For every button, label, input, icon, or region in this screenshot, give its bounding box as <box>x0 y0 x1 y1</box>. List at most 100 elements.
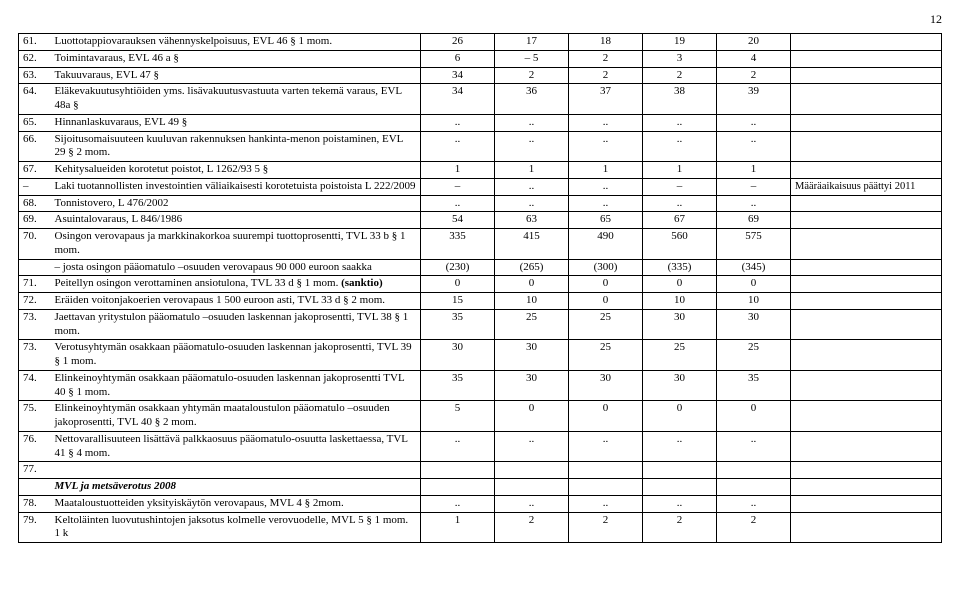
value-cell: 26 <box>421 34 495 51</box>
row-description: Elinkeinoyhtymän osakkaan yhtymän maatal… <box>51 401 421 432</box>
row-number: 68. <box>19 195 51 212</box>
value-cell: 2 <box>569 50 643 67</box>
value-cell: .. <box>495 431 569 462</box>
table-row: 66.Sijoitusomaisuuteen kuuluvan rakennuk… <box>19 131 942 162</box>
value-cell: .. <box>717 195 791 212</box>
value-cell: .. <box>643 195 717 212</box>
value-cell <box>717 462 791 479</box>
value-cell <box>569 462 643 479</box>
row-note <box>791 84 942 115</box>
row-note <box>791 114 942 131</box>
value-cell: 17 <box>495 34 569 51</box>
row-description: Eläkevakuutusyhtiöiden yms. lisävakuutus… <box>51 84 421 115</box>
value-cell: 36 <box>495 84 569 115</box>
table-row: 64.Eläkevakuutusyhtiöiden yms. lisävakuu… <box>19 84 942 115</box>
row-number: 79. <box>19 512 51 543</box>
row-note <box>791 293 942 310</box>
row-number: 64. <box>19 84 51 115</box>
row-description: Luottotappiovarauksen vähennyskelpoisuus… <box>51 34 421 51</box>
data-table: 61.Luottotappiovarauksen vähennyskelpois… <box>18 33 942 543</box>
row-number: 69. <box>19 212 51 229</box>
value-cell: .. <box>569 431 643 462</box>
value-cell: – <box>717 178 791 195</box>
row-note <box>791 195 942 212</box>
table-row: 67.Kehitysalueiden korotetut poistot, L … <box>19 162 942 179</box>
value-cell <box>643 462 717 479</box>
row-note <box>791 259 942 276</box>
value-cell: 35 <box>421 309 495 340</box>
table-row: –Laki tuotannollisten investointien väli… <box>19 178 942 195</box>
value-cell: (265) <box>495 259 569 276</box>
table-row: 73.Jaettavan yritystulon pääomatulo –osu… <box>19 309 942 340</box>
value-cell: 2 <box>717 67 791 84</box>
value-cell: (345) <box>717 259 791 276</box>
row-description: Elinkeinoyhtymän osakkaan pääomatulo-osu… <box>51 370 421 401</box>
value-cell: 54 <box>421 212 495 229</box>
row-number: 77. <box>19 462 51 479</box>
value-cell: 490 <box>569 229 643 260</box>
table-row: 62.Toimintavaraus, EVL 46 a §6– 5234 <box>19 50 942 67</box>
value-cell: 35 <box>717 370 791 401</box>
value-cell: 34 <box>421 67 495 84</box>
row-number: 70. <box>19 229 51 260</box>
value-cell: .. <box>495 114 569 131</box>
value-cell: .. <box>495 195 569 212</box>
table-row: 61.Luottotappiovarauksen vähennyskelpois… <box>19 34 942 51</box>
row-description: Toimintavaraus, EVL 46 a § <box>51 50 421 67</box>
table-row: 68.Tonnistovero, L 476/2002.......... <box>19 195 942 212</box>
value-cell: 25 <box>569 309 643 340</box>
row-number: 73. <box>19 309 51 340</box>
row-description: Eräiden voitonjakoerien verovapaus 1 500… <box>51 293 421 310</box>
value-cell: 34 <box>421 84 495 115</box>
value-cell: 0 <box>569 293 643 310</box>
value-cell: .. <box>421 131 495 162</box>
value-cell: 1 <box>495 162 569 179</box>
value-cell: 38 <box>643 84 717 115</box>
value-cell: 63 <box>495 212 569 229</box>
value-cell: 0 <box>495 276 569 293</box>
row-number: 72. <box>19 293 51 310</box>
value-cell: 69 <box>717 212 791 229</box>
table-row: 63.Takuuvaraus, EVL 47 §342222 <box>19 67 942 84</box>
value-cell: 25 <box>569 340 643 371</box>
value-cell: 335 <box>421 229 495 260</box>
value-cell: 2 <box>643 67 717 84</box>
row-note <box>791 212 942 229</box>
table-row: 77. <box>19 462 942 479</box>
value-cell: 1 <box>643 162 717 179</box>
value-cell <box>495 479 569 496</box>
value-cell: 10 <box>717 293 791 310</box>
value-cell: 1 <box>717 162 791 179</box>
value-cell: .. <box>569 495 643 512</box>
row-description: Tonnistovero, L 476/2002 <box>51 195 421 212</box>
value-cell: .. <box>717 431 791 462</box>
row-note <box>791 67 942 84</box>
value-cell: 30 <box>569 370 643 401</box>
table-row: 78.Maataloustuotteiden yksityiskäytön ve… <box>19 495 942 512</box>
row-description: Kehitysalueiden korotetut poistot, L 126… <box>51 162 421 179</box>
row-note <box>791 229 942 260</box>
row-note <box>791 431 942 462</box>
row-number: 65. <box>19 114 51 131</box>
value-cell: .. <box>495 495 569 512</box>
row-note <box>791 34 942 51</box>
value-cell: 0 <box>717 276 791 293</box>
row-description <box>51 462 421 479</box>
value-cell: 30 <box>643 309 717 340</box>
value-cell: .. <box>421 114 495 131</box>
row-description: Osingon verovapaus ja markkinakorkoa suu… <box>51 229 421 260</box>
row-note <box>791 462 942 479</box>
row-note <box>791 131 942 162</box>
value-cell: .. <box>421 431 495 462</box>
row-description: Hinnanlaskuvaraus, EVL 49 § <box>51 114 421 131</box>
row-number: 71. <box>19 276 51 293</box>
value-cell: 30 <box>421 340 495 371</box>
value-cell: 0 <box>495 401 569 432</box>
value-cell <box>569 479 643 496</box>
row-number: 73. <box>19 340 51 371</box>
row-description: – josta osingon pääomatulo –osuuden vero… <box>51 259 421 276</box>
value-cell: 30 <box>643 370 717 401</box>
value-cell: .. <box>421 195 495 212</box>
value-cell: 0 <box>569 401 643 432</box>
table-row: – josta osingon pääomatulo –osuuden vero… <box>19 259 942 276</box>
